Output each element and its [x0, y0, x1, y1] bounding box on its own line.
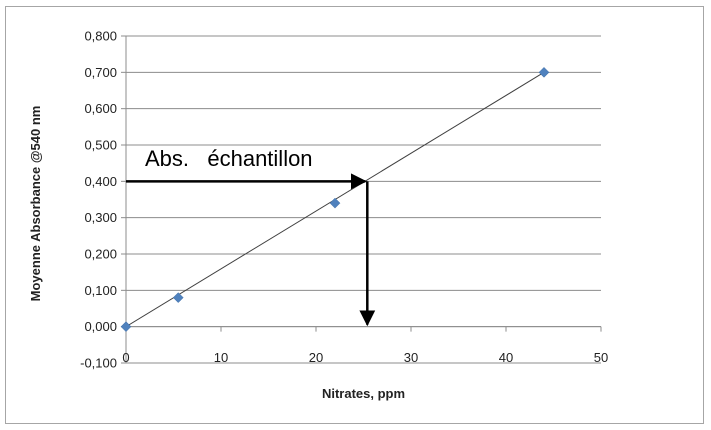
data-point: [172, 292, 184, 303]
x-tick-label: 50: [594, 350, 608, 365]
chart-frame: [5, 6, 704, 424]
data-points: [120, 66, 550, 333]
x-axis-title: Nitrates, ppm: [322, 386, 405, 401]
x-tick-label: 0: [122, 350, 129, 365]
y-tick-label: 0,100: [84, 283, 117, 298]
data-point: [329, 197, 341, 209]
y-tick-label: -0,100: [80, 356, 117, 371]
annotation-label: Abs. échantillon: [145, 146, 313, 171]
annotation: Abs. échantillon: [126, 146, 376, 327]
y-tick-label: 0,000: [84, 319, 117, 334]
data-point: [538, 66, 550, 78]
axes: [121, 35, 602, 364]
gridlines: [126, 35, 601, 364]
y-tick-label: 0,300: [84, 210, 117, 225]
y-tick-label: 0,200: [84, 247, 117, 262]
y-tick-labels: -0,100 0,000 0,100 0,200 0,300 0,400 0,500 0,60…: [80, 29, 117, 371]
y-axis-title: Moyenne Absorbance @540 nm: [28, 106, 43, 302]
y-tick-label: 0,700: [84, 65, 117, 80]
y-tick-label: 0,800: [84, 29, 117, 44]
x-tick-label: 10: [214, 350, 228, 365]
y-tick-label: 0,600: [84, 101, 117, 116]
y-tick-label: 0,500: [84, 138, 117, 153]
x-tick-label: 40: [499, 350, 513, 365]
y-tick-label: 0,400: [84, 174, 117, 189]
x-tick-label: 30: [404, 350, 418, 365]
x-tick-labels: 0 10 20 30 40 50: [122, 350, 608, 365]
data-point: [120, 321, 132, 333]
x-tick-label: 20: [309, 350, 323, 365]
